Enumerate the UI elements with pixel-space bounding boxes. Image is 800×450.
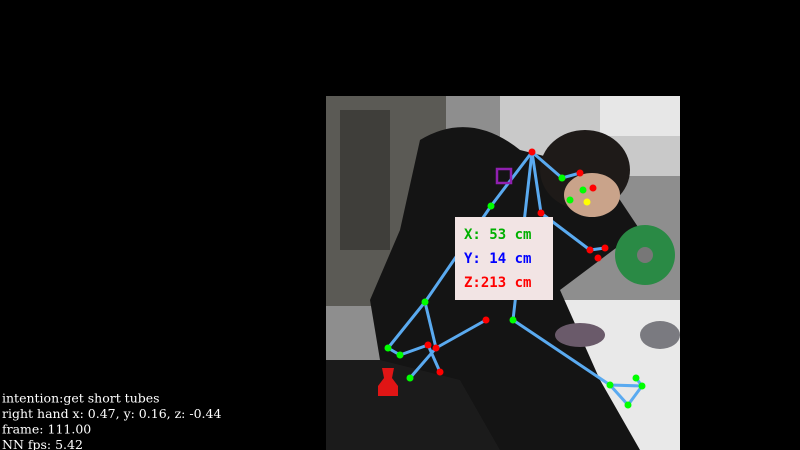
joint bbox=[583, 198, 591, 206]
joint bbox=[579, 186, 587, 194]
parts-pile bbox=[555, 323, 605, 347]
coord-x: X: 53 cm bbox=[464, 227, 531, 243]
joint bbox=[606, 381, 614, 389]
joint bbox=[586, 246, 594, 254]
joint bbox=[589, 184, 597, 192]
shelf-box bbox=[600, 96, 680, 136]
bone bbox=[530, 150, 607, 252]
status-line: right hand x: 0.47, y: 0.16, z: -0.44 bbox=[2, 406, 221, 421]
joint bbox=[576, 169, 584, 177]
parts-pile bbox=[640, 321, 680, 349]
joint bbox=[482, 316, 490, 324]
status-line: frame: 111.00 bbox=[2, 422, 91, 437]
joint bbox=[528, 148, 536, 156]
joint bbox=[424, 341, 432, 349]
coord-y: Y: 14 cm bbox=[464, 251, 531, 267]
joint bbox=[632, 374, 640, 382]
joint bbox=[436, 368, 444, 376]
person-face bbox=[564, 173, 620, 217]
coord-z: Z:213 cm bbox=[464, 275, 531, 291]
bone bbox=[434, 318, 488, 350]
joints bbox=[384, 148, 646, 409]
joint bbox=[566, 196, 574, 204]
joint bbox=[601, 244, 609, 252]
status-line: NN fps: 5.42 bbox=[2, 437, 83, 450]
red-object bbox=[378, 368, 398, 396]
joint bbox=[624, 401, 632, 409]
coord-box bbox=[455, 217, 553, 300]
joint bbox=[509, 316, 517, 324]
joint bbox=[432, 344, 440, 352]
joint bbox=[384, 344, 392, 352]
joint bbox=[406, 374, 414, 382]
joint bbox=[537, 209, 545, 217]
joint bbox=[594, 254, 602, 262]
target-marker bbox=[495, 167, 513, 185]
joint bbox=[558, 174, 566, 182]
joint bbox=[487, 202, 495, 210]
cabinet-door bbox=[340, 110, 390, 250]
joint bbox=[396, 351, 404, 359]
reel-hub bbox=[637, 247, 653, 263]
joint bbox=[638, 382, 646, 390]
status-line: intention:get short tubes bbox=[2, 391, 160, 406]
joint bbox=[421, 298, 429, 306]
